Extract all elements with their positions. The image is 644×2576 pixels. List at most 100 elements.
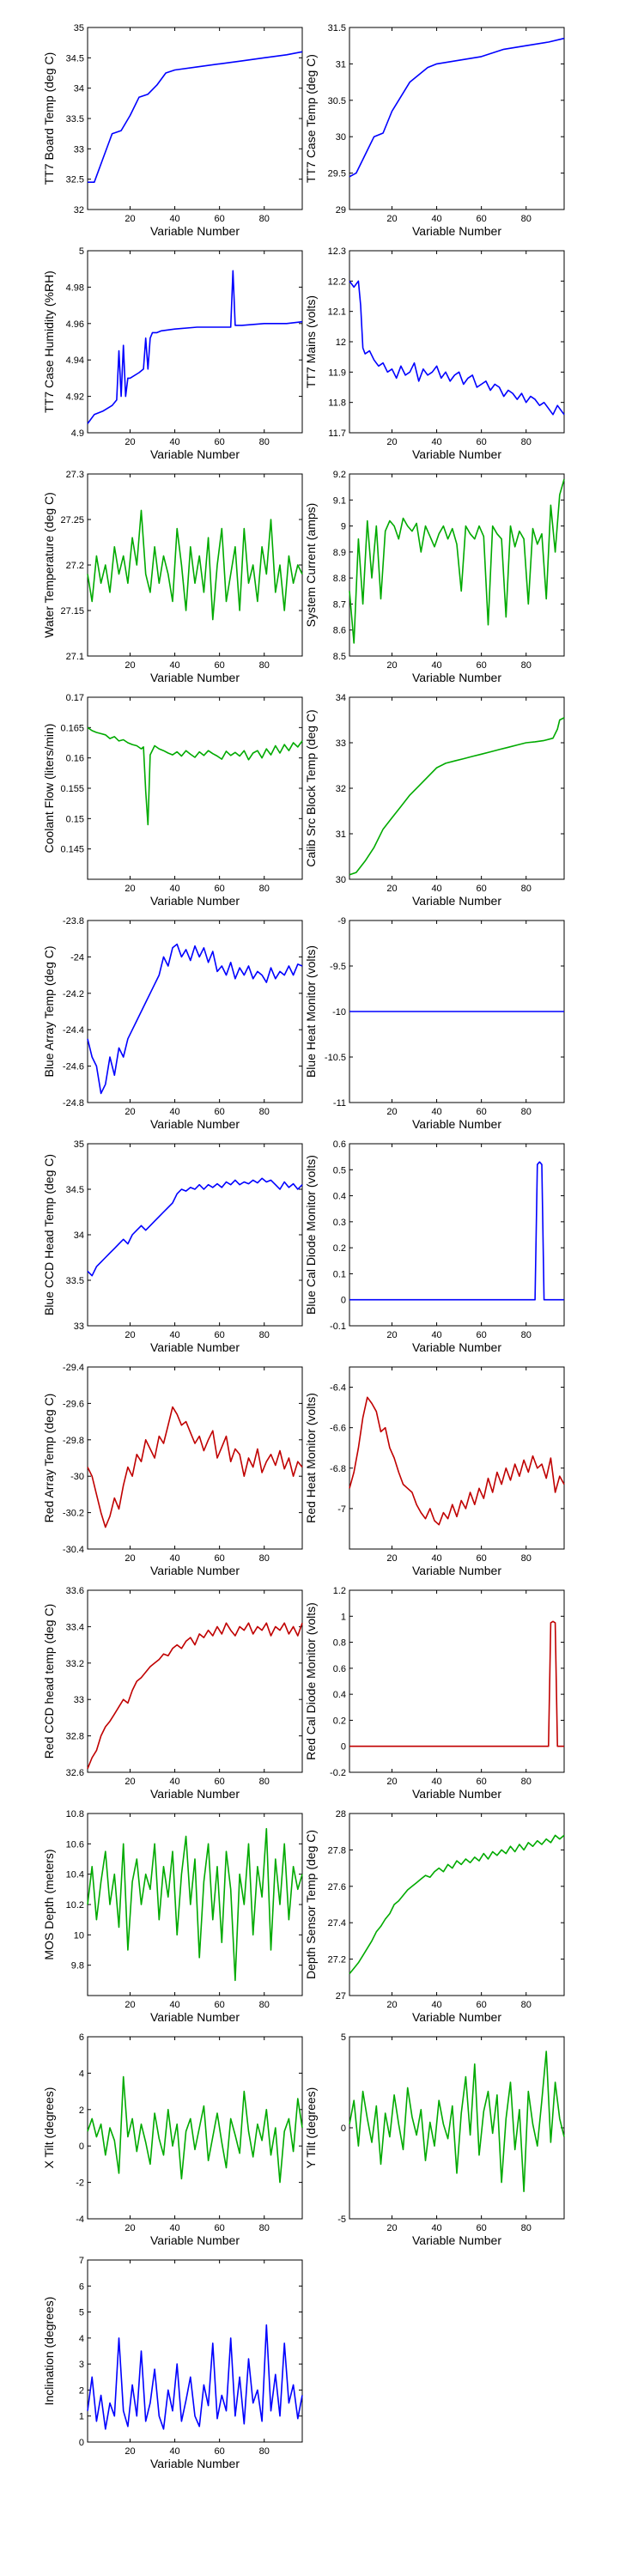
x-axis-label: Variable Number xyxy=(412,224,501,238)
x-tick-label: 80 xyxy=(521,660,532,671)
plot-area xyxy=(349,2036,565,2220)
chart-panel-3: 4.9 4.92 4.94 4.96 4.98 5 20 40 60 80 Variable Num… xyxy=(42,246,303,461)
x-tick-label: 80 xyxy=(521,1553,532,1564)
y-axis-label: Blue Array Temp (deg C) xyxy=(42,945,56,1077)
x-tick-label: 40 xyxy=(431,2000,441,2010)
y-tick-label: 33 xyxy=(74,144,84,155)
plot-area xyxy=(87,1143,303,1327)
y-axis-label: TT7 Case Temp (deg C) xyxy=(304,54,318,183)
y-tick-label: 34 xyxy=(74,84,84,94)
y-tick-label: -24.4 xyxy=(63,1025,84,1036)
x-tick-label: 80 xyxy=(259,2223,270,2233)
plot-area xyxy=(87,27,303,210)
x-tick-label: 80 xyxy=(259,660,270,671)
y-tick-label: 9.1 xyxy=(333,495,346,506)
x-tick-label: 40 xyxy=(169,2223,179,2233)
plot-area xyxy=(349,473,565,657)
chart-panel-20: -5 0 5 20 40 60 80 Variable Number Y Tilt (degre… xyxy=(304,2032,565,2247)
y-tick-label: 27.25 xyxy=(60,515,84,526)
y-tick-label: 33.5 xyxy=(66,114,84,125)
chart-panel-11: 33 33.5 34 34.5 35 20 40 60 80 Variable Number Blu… xyxy=(42,1139,303,1354)
y-tick-label: 27 xyxy=(336,1991,346,2002)
y-tick-label: 27.3 xyxy=(66,470,84,480)
y-tick-label: -0.2 xyxy=(330,1768,346,1778)
x-tick-label: 60 xyxy=(215,2223,225,2233)
x-tick-label: 60 xyxy=(215,214,225,224)
y-tick-label: 4 xyxy=(79,2334,84,2344)
y-tick-label: -30 xyxy=(70,1472,84,1482)
x-tick-label: 40 xyxy=(169,660,179,671)
plot-area xyxy=(349,27,565,210)
y-tick-label: 34.5 xyxy=(66,1185,84,1195)
y-tick-label: 33 xyxy=(74,1321,84,1332)
series-line xyxy=(87,1177,303,1277)
y-tick-label: 30.5 xyxy=(328,96,346,106)
y-tick-label: 10.6 xyxy=(66,1839,84,1850)
x-tick-label: 60 xyxy=(477,1330,487,1340)
x-axis-label: Variable Number xyxy=(150,2457,240,2470)
x-tick-label: 20 xyxy=(386,660,397,671)
chart-panel-12: -0.1 0 0.1 0.2 0.3 0.4 0.5 0.6 20 40 60 80 Variable … xyxy=(304,1139,565,1354)
y-tick-label: -29.4 xyxy=(63,1363,84,1373)
x-axis-label: Variable Number xyxy=(412,2233,501,2247)
x-tick-label: 20 xyxy=(125,2446,135,2457)
y-tick-label: -24 xyxy=(70,952,84,963)
y-axis-label: MOS Depth (meters) xyxy=(42,1849,56,1959)
y-tick-label: 4.94 xyxy=(66,355,84,366)
plot-area xyxy=(87,1366,303,1550)
x-tick-label: 20 xyxy=(125,214,135,224)
x-tick-label: 40 xyxy=(169,2446,179,2457)
x-axis-label: Variable Number xyxy=(150,1340,240,1354)
y-tick-label: -29.6 xyxy=(63,1399,84,1409)
y-tick-label: 27.4 xyxy=(328,1918,346,1929)
plot-area xyxy=(349,1589,565,1773)
x-tick-label: 80 xyxy=(259,884,270,894)
y-tick-label: 27.8 xyxy=(328,1845,346,1856)
x-tick-label: 80 xyxy=(521,1777,532,1787)
y-axis-label: TT7 Case Humidity (%RH) xyxy=(42,270,56,413)
plot-area xyxy=(349,1366,565,1550)
y-tick-label: 3 xyxy=(79,2360,84,2370)
y-tick-label: -30.4 xyxy=(63,1545,84,1555)
x-tick-label: 40 xyxy=(431,884,441,894)
y-tick-label: 27.6 xyxy=(328,1882,346,1893)
x-tick-label: 20 xyxy=(125,2223,135,2233)
x-tick-label: 40 xyxy=(431,1330,441,1340)
x-tick-label: 60 xyxy=(477,660,487,671)
series-line xyxy=(87,509,303,621)
y-tick-label: 31.5 xyxy=(328,23,346,33)
series-line xyxy=(87,943,303,1095)
y-tick-label: 8.5 xyxy=(333,652,346,662)
y-tick-label: 8.7 xyxy=(333,599,346,610)
y-tick-label: 6 xyxy=(79,2281,84,2292)
y-tick-label: -10.5 xyxy=(325,1053,346,1063)
chart-panel-21: 0 1 2 3 4 5 6 7 20 40 60 80 Variable Number Inclinati… xyxy=(42,2256,303,2470)
y-tick-label: 0.145 xyxy=(60,845,84,855)
y-tick-label: 0.155 xyxy=(60,784,84,794)
y-tick-label: 34.5 xyxy=(66,53,84,64)
plot-area xyxy=(87,2036,303,2220)
x-tick-label: 60 xyxy=(477,214,487,224)
y-tick-label: -10 xyxy=(332,1007,346,1018)
y-tick-label: 35 xyxy=(74,23,84,33)
chart-panel-7: 0.145 0.15 0.155 0.16 0.165 0.17 20 40 60 80 Varia… xyxy=(42,693,303,908)
y-tick-label: -0.1 xyxy=(330,1321,346,1332)
x-tick-label: 40 xyxy=(169,884,179,894)
x-tick-label: 80 xyxy=(521,214,532,224)
y-tick-label: 0.3 xyxy=(333,1218,346,1228)
y-tick-label: 0 xyxy=(79,2142,84,2152)
x-tick-label: 80 xyxy=(521,884,532,894)
y-tick-label: 32.8 xyxy=(66,1732,84,1742)
y-tick-label: 0.16 xyxy=(66,754,84,764)
y-tick-label: 2 xyxy=(79,2105,84,2116)
y-axis-label: TT7 Mains (volts) xyxy=(304,295,318,388)
y-axis-label: Blue CCD Head Temp (deg C) xyxy=(42,1154,56,1315)
x-tick-label: 40 xyxy=(169,1107,179,1117)
x-tick-label: 80 xyxy=(259,1107,270,1117)
x-tick-label: 60 xyxy=(215,1330,225,1340)
x-axis-label: Variable Number xyxy=(412,447,501,461)
y-tick-label: 0.5 xyxy=(333,1165,346,1176)
plot-area xyxy=(87,696,303,880)
x-tick-label: 20 xyxy=(125,660,135,671)
y-tick-label: -2 xyxy=(76,2178,84,2189)
